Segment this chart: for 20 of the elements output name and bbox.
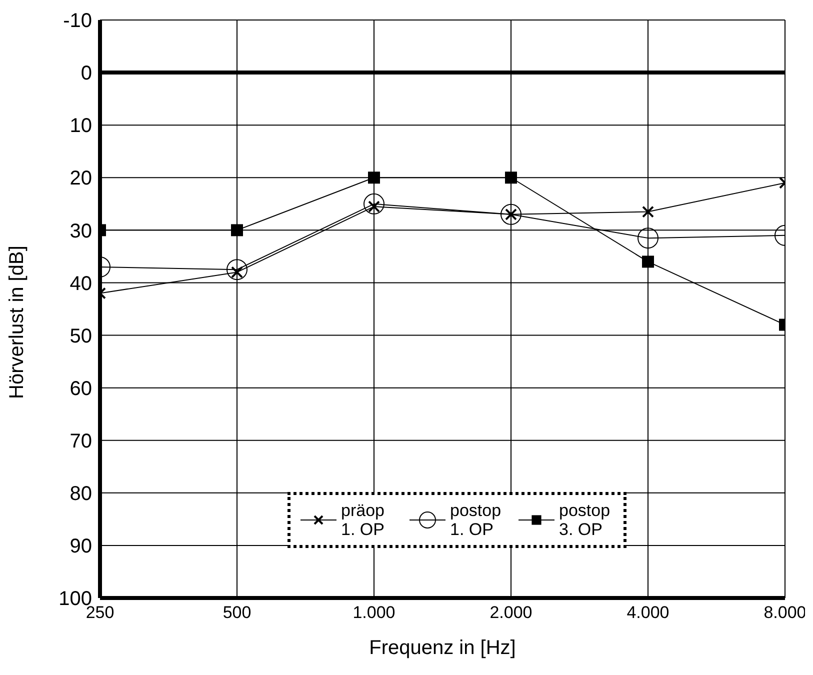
y-tick-label: 20 — [70, 168, 92, 190]
y-tick-label: 10 — [70, 115, 92, 138]
y-tick-label: 40 — [70, 272, 92, 295]
x-tick-label: 4.000 — [626, 603, 670, 622]
legend-label: postop 3. OP — [559, 501, 612, 539]
y-tick-label: 0 — [80, 62, 92, 85]
y-tick-label: 80 — [70, 483, 92, 506]
y-tick-label: 70 — [70, 430, 92, 452]
x-tick-label: 2.000 — [490, 603, 532, 622]
x-axis-title: Frequenz in [Hz] — [369, 637, 516, 659]
y-tick-label: 60 — [70, 378, 92, 400]
x-tick-label: 1.000 — [352, 603, 396, 622]
y-tick-label: 50 — [70, 325, 92, 348]
legend-label: postop 1. OP — [450, 501, 502, 539]
y-tick-label: 90 — [70, 536, 92, 558]
y-tick-label: 30 — [70, 220, 92, 242]
x-tick-label: 500 — [222, 603, 252, 622]
y-axis-title: Hörverlust in [dB] — [6, 246, 28, 399]
y-tick-label: -10 — [63, 10, 92, 32]
legend-label: präop 1. OP — [341, 501, 386, 539]
